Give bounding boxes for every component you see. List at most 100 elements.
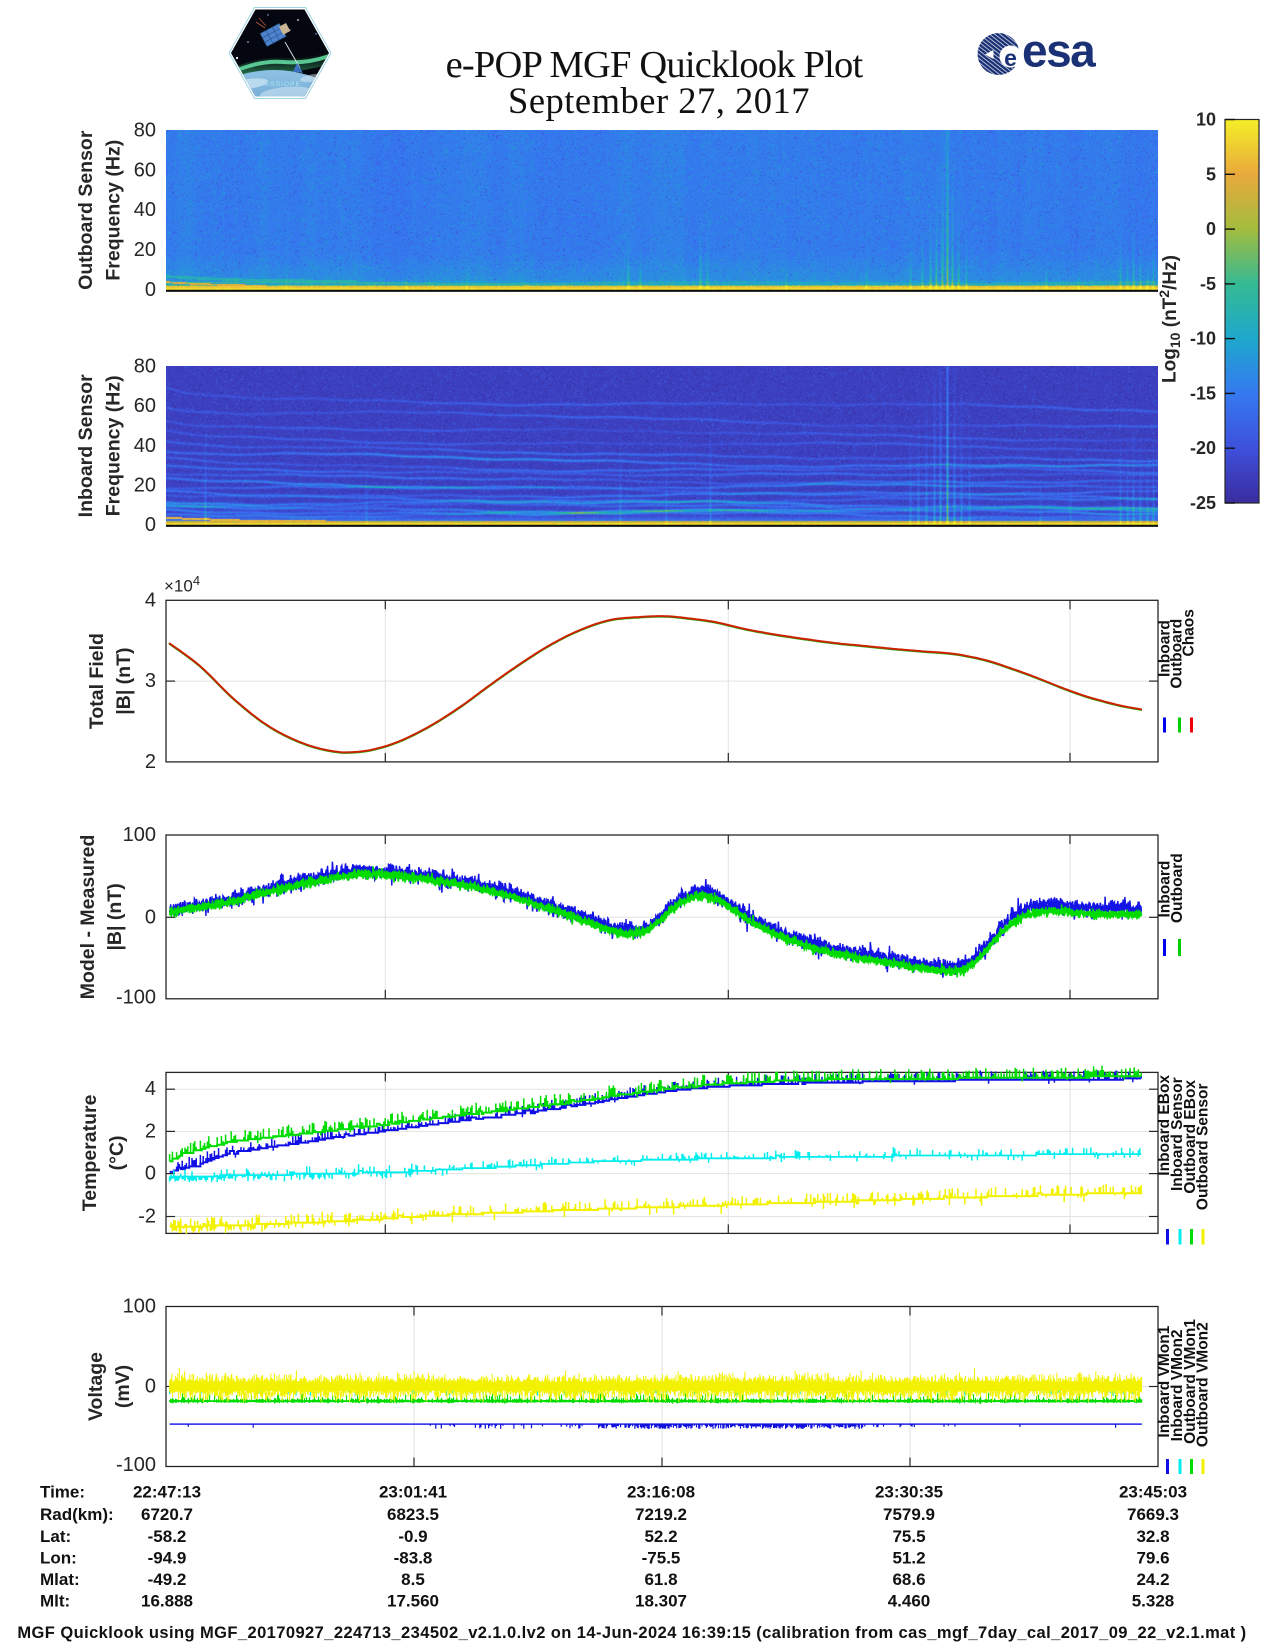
svg-text:(mV): (mV): [112, 1365, 134, 1408]
svg-text:-94.9: -94.9: [148, 1549, 187, 1568]
svg-text:7579.9: 7579.9: [883, 1505, 935, 1524]
svg-text:Outboard: Outboard: [1169, 853, 1186, 923]
svg-text:Frequency (Hz): Frequency (Hz): [103, 375, 125, 516]
svg-text:-100: -100: [116, 1454, 156, 1476]
svg-text:Outboard: Outboard: [1169, 619, 1186, 689]
svg-text:Rad(km):: Rad(km):: [40, 1505, 114, 1524]
svg-text:Inboard: Inboard: [1157, 620, 1174, 677]
svg-text:4: 4: [145, 1078, 156, 1100]
svg-text:Time:: Time:: [40, 1483, 85, 1502]
svg-text:Log10 (nT2/Hz): Log10 (nT2/Hz): [1156, 255, 1183, 383]
svg-text:3: 3: [145, 670, 156, 692]
svg-text:Mlt:: Mlt:: [40, 1592, 70, 1611]
svg-text:×104: ×104: [164, 573, 200, 596]
svg-text:100: 100: [123, 824, 156, 846]
svg-text:Outboard EBox: Outboard EBox: [1182, 1080, 1199, 1194]
svg-text:Outboard Sensor: Outboard Sensor: [75, 130, 97, 290]
svg-text:-2: -2: [138, 1206, 156, 1228]
svg-text:20: 20: [134, 474, 156, 496]
svg-text:September 27, 2017: September 27, 2017: [508, 80, 810, 121]
svg-text:-83.8: -83.8: [394, 1549, 433, 1568]
svg-text:5: 5: [1206, 164, 1216, 184]
svg-text:Lon:: Lon:: [40, 1549, 77, 1568]
svg-text:22:47:13: 22:47:13: [133, 1483, 201, 1502]
svg-text:6720.7: 6720.7: [141, 1505, 193, 1524]
svg-text:23:16:08: 23:16:08: [627, 1483, 695, 1502]
svg-text:-49.2: -49.2: [148, 1570, 187, 1589]
svg-text:-15: -15: [1190, 383, 1216, 403]
svg-text:23:45:03: 23:45:03: [1119, 1483, 1187, 1502]
svg-text:Inboard VMon2: Inboard VMon2: [1169, 1329, 1186, 1441]
svg-text:-10: -10: [1190, 329, 1216, 349]
svg-text:|B| (nT): |B| (nT): [104, 883, 126, 950]
svg-text:40: 40: [134, 199, 156, 221]
svg-text:0: 0: [145, 1163, 156, 1185]
svg-text:Chaos: Chaos: [1181, 609, 1198, 656]
svg-text:Total Field: Total Field: [86, 633, 108, 729]
svg-text:6823.5: 6823.5: [387, 1505, 439, 1524]
svg-text:Inboard: Inboard: [1157, 861, 1174, 918]
svg-text:18.307: 18.307: [635, 1592, 687, 1611]
svg-text:e: e: [1004, 45, 1017, 71]
svg-text:CASSIOPE: CASSIOPE: [259, 81, 301, 88]
svg-text:32.8: 32.8: [1136, 1527, 1169, 1546]
svg-text:-58.2: -58.2: [148, 1527, 187, 1546]
svg-text:-20: -20: [1190, 438, 1216, 458]
svg-text:40: 40: [134, 435, 156, 457]
svg-text:7219.2: 7219.2: [635, 1505, 687, 1524]
svg-text:61.8: 61.8: [644, 1570, 677, 1589]
svg-text:MGF Quicklook using MGF_201709: MGF Quicklook using MGF_20170927_224713_…: [17, 1624, 1246, 1642]
svg-text:75.5: 75.5: [892, 1527, 925, 1546]
svg-text:0: 0: [145, 1376, 156, 1398]
svg-text:esa: esa: [1022, 28, 1096, 77]
svg-text:0: 0: [145, 514, 156, 536]
svg-text:23:30:35: 23:30:35: [875, 1483, 943, 1502]
svg-text:7669.3: 7669.3: [1127, 1505, 1179, 1524]
svg-text:16.888: 16.888: [141, 1592, 193, 1611]
svg-text:Inboard Sensor: Inboard Sensor: [75, 374, 97, 517]
svg-text:80: 80: [134, 356, 156, 378]
svg-text:Outboard VMon2: Outboard VMon2: [1194, 1322, 1211, 1447]
svg-text:Outboard VMon1: Outboard VMon1: [1182, 1319, 1199, 1444]
svg-text:Inboard Sensor: Inboard Sensor: [1169, 1077, 1186, 1191]
svg-text:Model - Measured: Model - Measured: [77, 835, 99, 1000]
svg-text:-100: -100: [116, 987, 156, 1009]
svg-text:79.6: 79.6: [1136, 1549, 1169, 1568]
svg-text:20: 20: [134, 239, 156, 261]
svg-text:Inboard VMon1: Inboard VMon1: [1156, 1325, 1173, 1437]
svg-text:-0.9: -0.9: [398, 1527, 427, 1546]
svg-text:0: 0: [145, 906, 156, 928]
svg-text:51.2: 51.2: [892, 1549, 925, 1568]
svg-text:Voltage: Voltage: [85, 1352, 107, 1421]
svg-text:4.460: 4.460: [888, 1592, 931, 1611]
svg-text:Frequency (Hz): Frequency (Hz): [103, 140, 125, 281]
svg-text:(°C): (°C): [106, 1135, 128, 1170]
svg-text:Outboard Sensor: Outboard Sensor: [1194, 1083, 1211, 1210]
svg-text:-25: -25: [1190, 493, 1216, 513]
svg-text:60: 60: [134, 395, 156, 417]
svg-text:2: 2: [145, 1120, 156, 1142]
svg-text:80: 80: [134, 119, 156, 141]
svg-text:24.2: 24.2: [1136, 1570, 1169, 1589]
svg-text:Inboard EBox: Inboard EBox: [1156, 1075, 1173, 1176]
svg-text:17.560: 17.560: [387, 1592, 439, 1611]
svg-text:4: 4: [145, 589, 156, 611]
svg-text:100: 100: [123, 1296, 156, 1318]
svg-text:5.328: 5.328: [1132, 1592, 1175, 1611]
svg-text:8.5: 8.5: [401, 1570, 425, 1589]
svg-text:52.2: 52.2: [644, 1527, 677, 1546]
svg-text:Temperature: Temperature: [79, 1094, 101, 1211]
svg-text:23:01:41: 23:01:41: [379, 1483, 447, 1502]
svg-text:60: 60: [134, 159, 156, 181]
svg-text:|B| (nT): |B| (nT): [113, 647, 135, 714]
svg-text:e-POP MGF Quicklook Plot: e-POP MGF Quicklook Plot: [446, 44, 864, 86]
svg-text:68.6: 68.6: [892, 1570, 925, 1589]
svg-text:-75.5: -75.5: [642, 1549, 681, 1568]
svg-text:Mlat:: Mlat:: [40, 1570, 80, 1589]
svg-text:0: 0: [145, 279, 156, 301]
svg-text:-5: -5: [1200, 274, 1216, 294]
svg-text:0: 0: [1206, 219, 1216, 239]
svg-text:Lat:: Lat:: [40, 1527, 71, 1546]
svg-text:10: 10: [1196, 110, 1216, 130]
svg-text:2: 2: [145, 751, 156, 773]
